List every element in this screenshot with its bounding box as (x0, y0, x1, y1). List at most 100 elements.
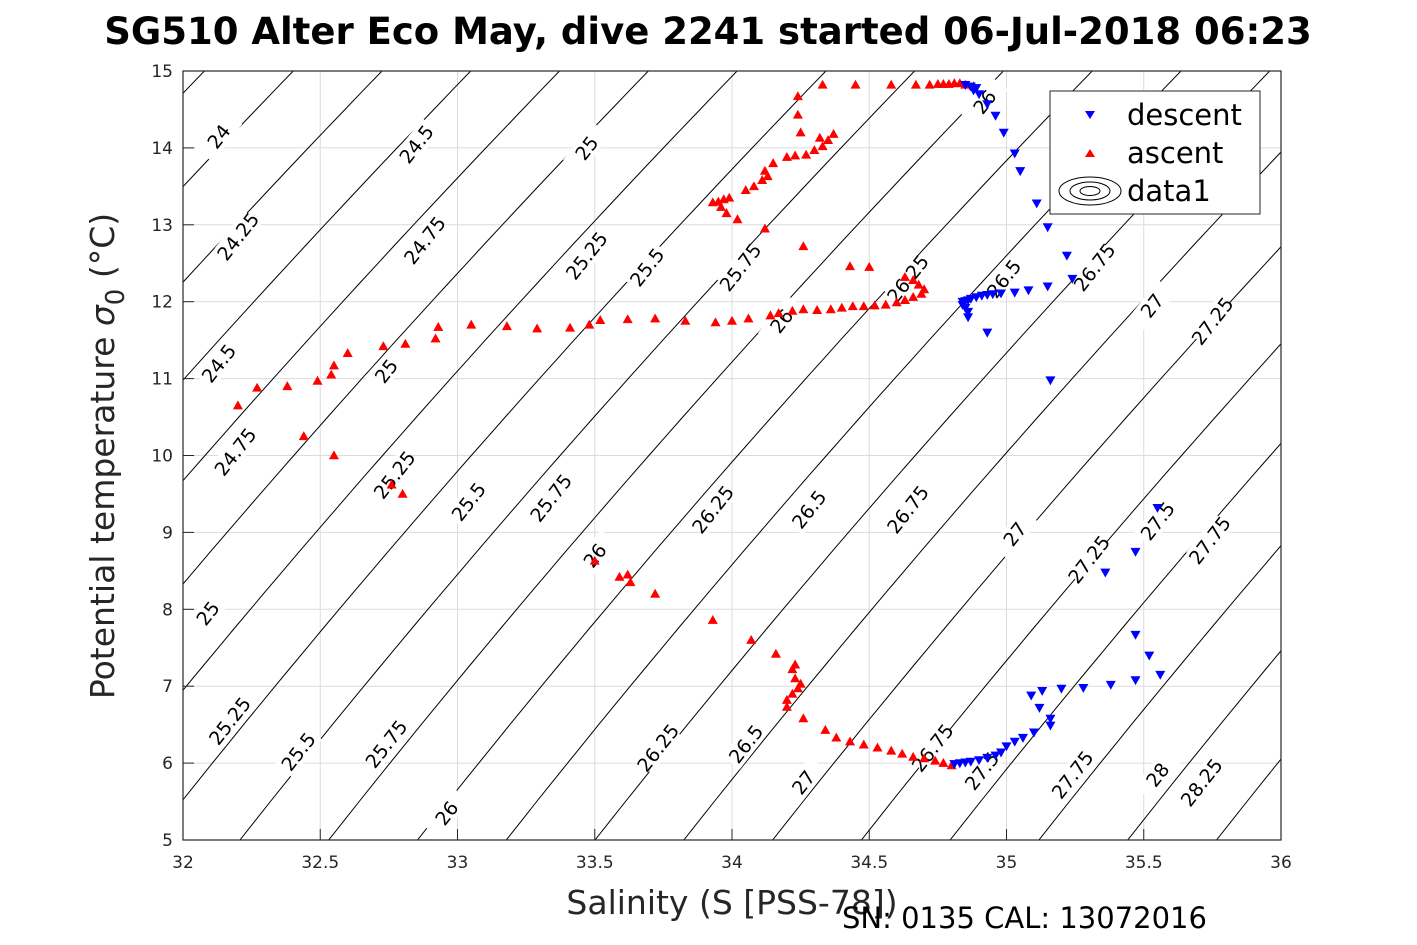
legend-item-ascent[interactable]: ascent (1085, 136, 1223, 170)
y-tick-label: 6 (162, 754, 173, 774)
legend-box (1049, 90, 1261, 215)
descent-point (1028, 728, 1039, 738)
descent-marker-icon (1085, 111, 1095, 119)
ascent-point (825, 304, 836, 314)
ascent-series (232, 78, 979, 770)
ascent-point (781, 701, 792, 711)
contour-label: 25.75 (716, 240, 767, 296)
contour-label-bg (722, 718, 770, 770)
descent-point (982, 328, 993, 338)
contour-label-bg (527, 472, 575, 524)
contour-glyph-icon (1058, 176, 1122, 206)
axes: 32 32.5 33 33.5 34 34.5 35 35.5 36 5 6 7 8 9 10 11 12 13 1… (151, 62, 1291, 873)
contour-label-bg (1065, 533, 1113, 585)
ascent-point (770, 648, 781, 658)
descent-point (974, 756, 985, 766)
y-axis-label-main: Potential temperature (83, 326, 122, 699)
legend-label-data1: data1 (1127, 174, 1211, 208)
contour-label: 26.75 (1070, 240, 1121, 296)
ascent-point (759, 165, 770, 175)
contour-label-bg (623, 241, 671, 293)
ascent-point (790, 150, 801, 160)
ascent-point (869, 300, 880, 310)
ascent-point (466, 319, 477, 329)
ascent-point (298, 431, 309, 441)
ascent-point (386, 479, 397, 489)
ascent-point (919, 753, 930, 763)
contour-label-bg (362, 718, 410, 770)
y-tick-label: 7 (162, 677, 173, 697)
x-tick-label: 34.5 (850, 853, 888, 873)
ascent-marker-icon (1085, 149, 1095, 157)
ascent-point (817, 141, 828, 151)
isopycnal-line (183, 71, 649, 585)
ascent-point (847, 301, 858, 311)
ascent-point (312, 375, 323, 385)
ascent-point (886, 79, 897, 89)
contour-label-bg (423, 787, 470, 839)
y-axis-label: Potential temperature σ0 (°C) (83, 213, 131, 699)
serial-calibration-footer: SN: 0135 CAL: 13072016 (842, 901, 1207, 935)
descent-point (1034, 703, 1045, 713)
y-tick-label: 12 (151, 293, 173, 313)
x-tick-label: 35 (996, 853, 1018, 873)
contour-label-bg (571, 529, 619, 582)
descent-point (1045, 721, 1056, 731)
ascent-point (650, 588, 661, 598)
ascent-point (817, 79, 828, 89)
contour-label-bg (1070, 241, 1118, 293)
ascent-point (809, 145, 820, 155)
contour-label-bg (392, 118, 440, 170)
ascent-point (724, 192, 735, 202)
contour-label-bg (195, 337, 243, 389)
descent-point (1017, 733, 1028, 743)
descent-point (1042, 223, 1053, 233)
x-tick-label: 36 (1270, 853, 1292, 873)
legend-item-data1[interactable]: data1 (1058, 174, 1211, 208)
descent-point (974, 90, 985, 100)
isopycnal-line (1038, 544, 1281, 840)
isopycnal-line (183, 71, 383, 283)
contour-label: 24.25 (213, 209, 264, 265)
ascent-point (625, 577, 636, 587)
contour-label-bg (716, 241, 764, 293)
isopycnal-line (0, 71, 27, 840)
ascent-point (400, 338, 411, 348)
descent-point (982, 753, 993, 763)
contour-label-bg (884, 483, 932, 536)
isopycnal-line (183, 71, 827, 801)
ascent-point (795, 127, 806, 137)
ascent-point (342, 348, 353, 358)
legend-label-ascent: ascent (1127, 136, 1223, 170)
contour-label-bg (1177, 756, 1225, 809)
descent-point (1155, 670, 1166, 680)
ascent-point (823, 135, 834, 145)
ascent-point (820, 724, 831, 734)
isopycnal-line (861, 343, 1281, 840)
legend-item-descent[interactable]: descent (1085, 98, 1242, 132)
descent-point (1130, 630, 1141, 640)
descent-point (1009, 149, 1020, 159)
contour-label-bg (370, 449, 418, 501)
ascent-point (864, 261, 875, 271)
ascent-point (762, 171, 773, 181)
ascent-point (910, 79, 921, 89)
ascent-point (584, 319, 595, 329)
contour-label-bg (634, 722, 682, 774)
ascent-point (812, 305, 823, 314)
ascent-point (433, 321, 444, 331)
chart-title: SG510 Alter Eco May, dive 2241 started 0… (104, 10, 1312, 53)
isopycnal-line (183, 71, 738, 691)
descent-point (990, 111, 1001, 121)
descent-point (990, 751, 1001, 761)
ascent-point (801, 149, 812, 159)
ascent-point (858, 301, 869, 311)
ascent-point (781, 152, 792, 161)
ascent-point (913, 279, 924, 289)
contour-label-bg (1188, 295, 1236, 347)
y-tick-label: 11 (151, 370, 173, 390)
ascent-point (232, 400, 243, 410)
ascent-point (845, 261, 856, 271)
contour-label-bg (1048, 748, 1096, 801)
legend[interactable]: descent ascent data1 (1049, 90, 1261, 215)
